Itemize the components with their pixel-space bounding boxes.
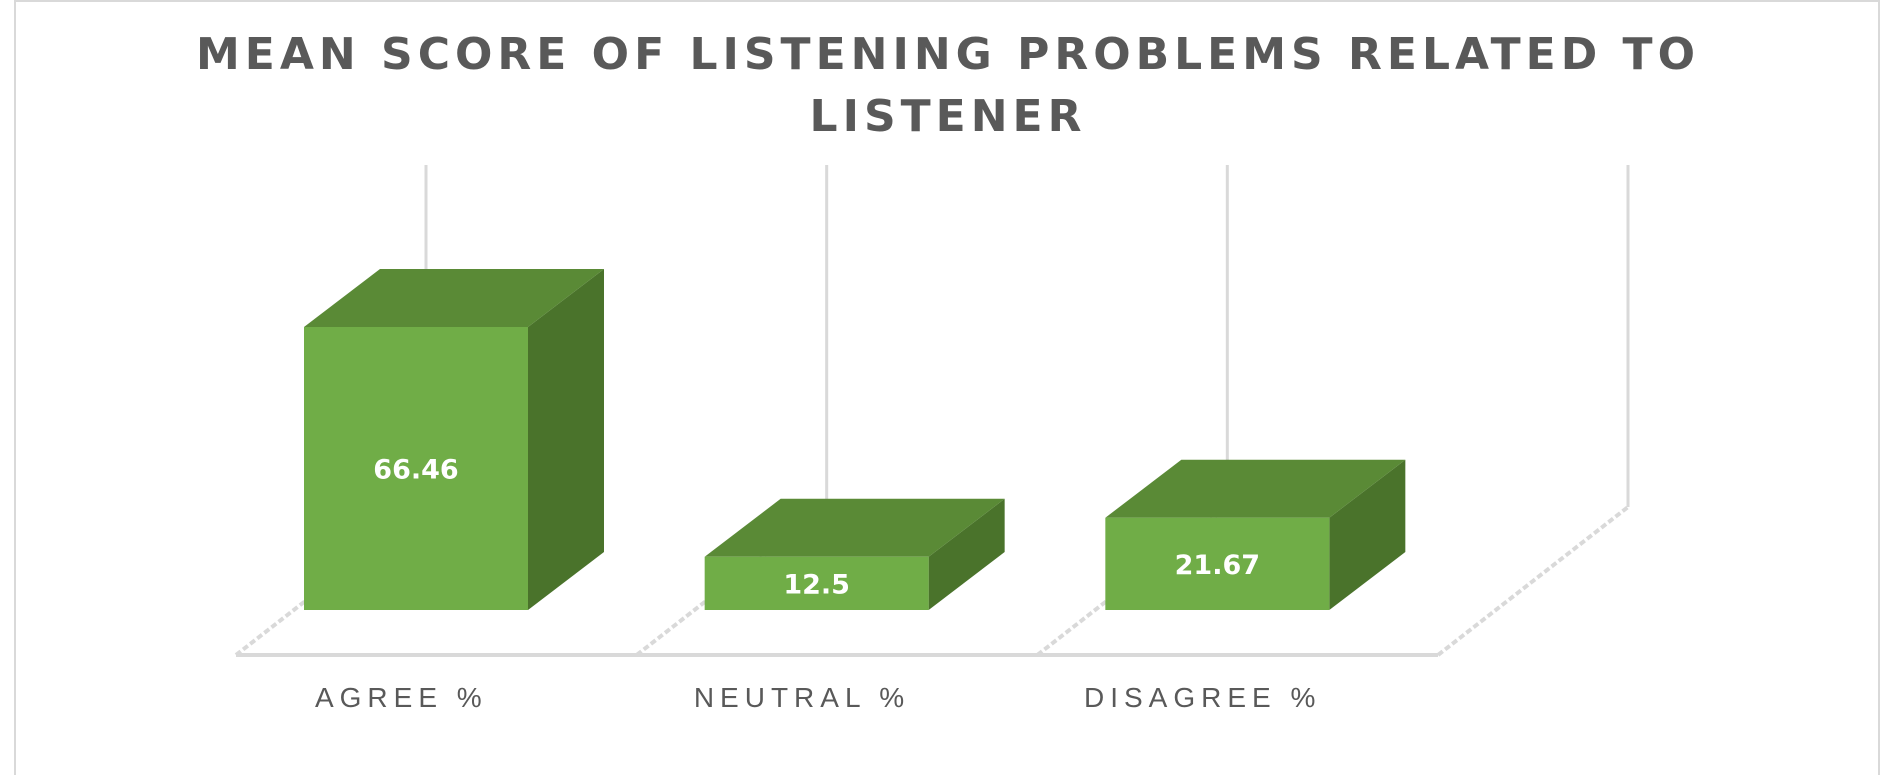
bar-top <box>304 269 604 327</box>
bar: 66.46 <box>304 269 604 610</box>
category-label: DISAGREE % <box>1084 682 1321 713</box>
bar-top <box>704 498 1005 557</box>
bar-front <box>304 327 528 610</box>
bar: 12.5 <box>704 498 1005 610</box>
bar: 21.67 <box>1105 459 1406 610</box>
data-label: 21.67 <box>1175 550 1260 581</box>
chart-walls <box>424 165 1630 507</box>
data-label: 66.46 <box>373 455 458 486</box>
bar-front <box>1105 517 1330 610</box>
bar-series: 66.46 12.5 21.67 <box>304 269 1406 610</box>
bar-side <box>928 498 1005 610</box>
bar-side <box>1329 459 1406 610</box>
bar-front <box>704 556 929 610</box>
category-axis: AGREE % NEUTRAL % DISAGREE % <box>315 682 1321 713</box>
bar-side <box>528 269 604 610</box>
category-label: AGREE % <box>315 682 488 713</box>
chart-title-line-1: MEAN SCORE OF LISTENING PROBLEMS RELATED… <box>196 29 1700 80</box>
data-label: 12.5 <box>783 569 850 600</box>
floor-gridline <box>1436 505 1630 657</box>
chart-title: MEAN SCORE OF LISTENING PROBLEMS RELATED… <box>0 24 1896 148</box>
category-label: NEUTRAL % <box>694 682 910 713</box>
bar-top <box>1105 459 1406 518</box>
chart-title-line-2: LISTENER <box>809 91 1087 142</box>
